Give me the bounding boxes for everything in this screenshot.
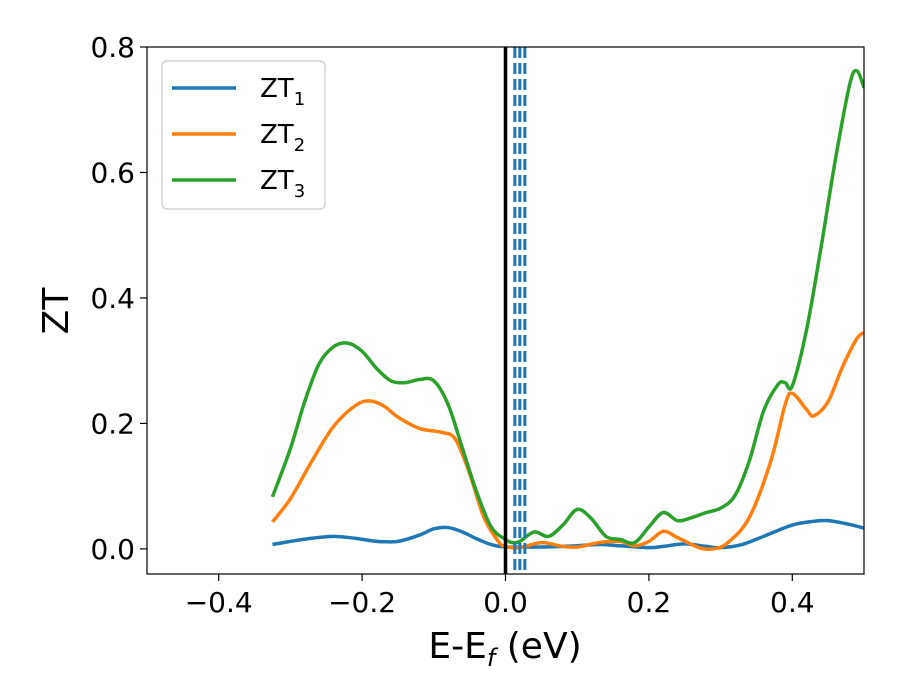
legend-entry-zt3: ZT3 xyxy=(172,166,305,202)
y-tick-label: 0.2 xyxy=(90,407,135,440)
series-line-zt1 xyxy=(272,518,864,550)
x-tick-label: −0.4 xyxy=(185,586,253,619)
x-tick-label: −0.2 xyxy=(328,586,396,619)
legend-label: ZT2 xyxy=(260,120,305,156)
x-tick-label: 0.0 xyxy=(483,586,528,619)
series-line-zt2 xyxy=(271,331,864,552)
y-tick-label: 0.0 xyxy=(90,533,135,566)
legend-entry-zt1: ZT1 xyxy=(172,74,305,110)
legend-label: ZT3 xyxy=(260,166,305,202)
x-tick-label: 0.2 xyxy=(627,586,672,619)
y-axis: 0.0 0.2 0.4 0.6 0.8 xyxy=(90,31,147,566)
x-axis: −0.4 −0.2 0.0 0.2 0.4 xyxy=(185,574,815,619)
y-axis-label: ZT xyxy=(36,287,77,335)
x-axis-label: E-Ef (eV) xyxy=(428,626,581,672)
legend-label: ZT1 xyxy=(260,74,305,110)
y-tick-label: 0.8 xyxy=(90,31,135,64)
y-tick-label: 0.6 xyxy=(90,156,135,189)
x-tick-label: 0.4 xyxy=(770,586,815,619)
series-line-zt3 xyxy=(270,68,864,545)
legend: ZT1 ZT2 ZT3 xyxy=(161,60,326,210)
plot-area xyxy=(270,47,864,574)
legend-box xyxy=(161,60,326,210)
y-tick-label: 0.4 xyxy=(90,282,135,315)
legend-entry-zt2: ZT2 xyxy=(172,120,305,156)
